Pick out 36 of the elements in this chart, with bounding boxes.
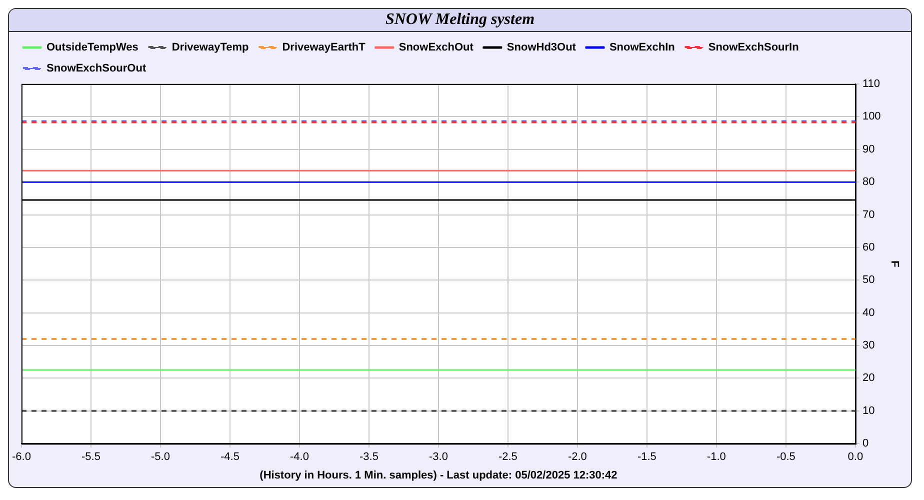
- x-tick-label: -2.0: [568, 451, 587, 464]
- x-tick-label: -5.0: [150, 451, 170, 464]
- x-tick-label: -3.0: [428, 451, 448, 464]
- y-tick-label: 60: [862, 241, 875, 254]
- y-tick-label: 90: [862, 143, 875, 156]
- legend-label: SnowExchIn: [609, 42, 676, 54]
- y-tick-label: 30: [862, 340, 875, 352]
- x-tick-label: 0.0: [848, 451, 864, 464]
- y-tick-label: 20: [862, 372, 875, 384]
- y-tick-label: 70: [862, 208, 875, 221]
- y-tick-label: 100: [862, 110, 881, 123]
- y-tick-label: 40: [862, 306, 875, 319]
- legend-label: SnowHd3Out: [506, 42, 576, 54]
- x-tick-label: -1.5: [637, 451, 656, 464]
- y-tick-label: 80: [862, 176, 875, 188]
- legend-label: DrivewayEarthT: [282, 42, 366, 54]
- x-tick-label: -6.0: [12, 451, 31, 464]
- x-tick-label: -1.0: [706, 451, 726, 464]
- x-tick-label: -4.5: [220, 451, 240, 464]
- legend-label: SnowExchSourOut: [46, 62, 146, 75]
- x-axis-title: (History in Hours. 1 Min. samples) - Last update: 05/02/2025 12:30:42: [260, 469, 618, 482]
- y-tick-label: 110: [862, 78, 880, 90]
- y-axis-title: F: [888, 260, 900, 268]
- legend-label: SnowExchOut: [398, 42, 474, 54]
- legend-label: OutsideTempWes: [46, 42, 138, 54]
- y-tick-label: 50: [862, 274, 875, 286]
- legend-label: DrivewayTemp: [172, 42, 249, 54]
- x-tick-label: -3.5: [359, 451, 378, 464]
- x-tick-label: -2.5: [498, 451, 518, 464]
- x-tick-label: -0.5: [776, 451, 796, 464]
- x-tick-label: -5.5: [81, 451, 100, 464]
- x-tick-label: -4.0: [290, 451, 309, 464]
- legend-label: SnowExchSourIn: [708, 42, 800, 54]
- chart-title: SNOW Melting system: [9, 9, 911, 32]
- y-tick-label: 10: [862, 404, 875, 417]
- y-tick-label: 0: [862, 438, 869, 450]
